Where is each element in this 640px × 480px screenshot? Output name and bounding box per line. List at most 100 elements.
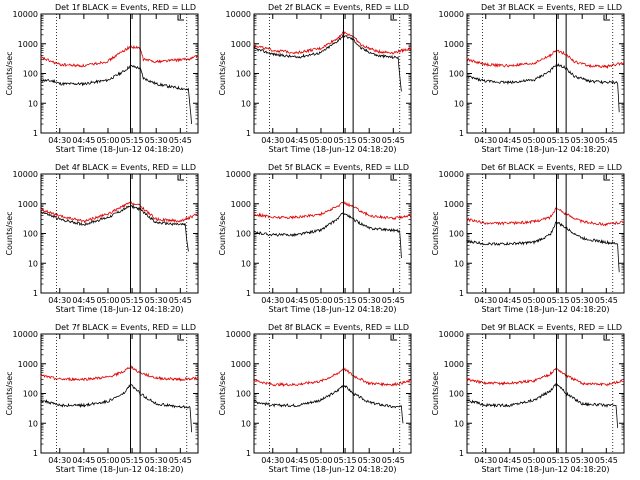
x-tick-label: 04:45 [285,136,308,145]
y-tick-label: 1000 [231,200,251,209]
y-tick-label: 10000 [13,330,38,339]
x-tick-label: 05:30 [358,456,381,465]
x-tick-label: 05:15 [334,136,357,145]
y-tick-label: 1000 [18,200,38,209]
x-tick-label: 04:30 [48,456,71,465]
x-tick-label: 05:30 [358,296,381,305]
corner-bracket [390,175,397,181]
y-tick-label: 1000 [18,360,38,369]
x-tick-label: 05:00 [522,296,545,305]
y-axis-label: Counts/sec [5,371,14,415]
y-tick-label: 10000 [439,10,464,19]
y-axis-label: Counts/sec [5,211,14,255]
x-axis-label: Start Time (18-Jun-12 04:18:20) [269,465,397,474]
y-tick-label: 1 [33,449,38,458]
corner-bracket [603,175,610,181]
chart-panel: Det 2f BLACK = Events, RED = LLD 1 10 100 10… [218,3,412,154]
corner-bracket [177,175,184,181]
x-tick-label: 04:30 [261,296,284,305]
x-tick-label: 04:30 [474,296,497,305]
x-tick-label: 05:00 [309,296,332,305]
x-tick-label: 04:45 [72,136,95,145]
y-tick-label: 100 [236,230,251,239]
y-tick-label: 10 [241,99,251,108]
corner-bracket [603,15,610,21]
x-tick-label: 04:45 [72,456,95,465]
chart-title: Det 3f BLACK = Events, RED = LLD [481,3,622,12]
lld-series-line [40,200,199,224]
y-tick-label: 1000 [18,40,38,49]
chart-title: Det 8f BLACK = Events, RED = LLD [268,323,409,332]
chart-title: Det 7f BLACK = Events, RED = LLD [55,323,196,332]
events-series-line [466,383,618,428]
events-series-line [40,204,189,252]
y-tick-label: 10000 [226,10,251,19]
lld-series-line [253,201,412,221]
x-tick-label: 05:30 [358,136,381,145]
chart-panel: Det 4f BLACK = Events, RED = LLD 1 10 100 10… [5,163,199,314]
chart-panel: Det 9f BLACK = Events, RED = LLD 1 10 100 10… [431,323,625,474]
y-axis-label: Counts/sec [218,51,227,95]
x-tick-label: 04:45 [498,136,521,145]
y-axis-label: Counts/sec [431,211,440,255]
x-tick-label: 05:45 [169,456,192,465]
x-tick-label: 05:00 [309,456,332,465]
y-tick-label: 100 [236,390,251,399]
events-series-line [40,384,192,433]
y-tick-label: 100 [449,230,464,239]
plot-frame [253,173,412,294]
x-axis-label: Start Time (18-Jun-12 04:18:20) [56,145,184,154]
y-tick-label: 100 [23,70,38,79]
events-series-line [253,212,402,259]
y-tick-label: 10 [28,99,38,108]
x-tick-label: 05:00 [309,136,332,145]
plot-frame [40,173,199,294]
plot-frame [253,13,412,134]
chart-panel: Det 7f BLACK = Events, RED = LLD 1 10 100 10… [5,323,199,474]
x-tick-label: 04:30 [474,136,497,145]
corner-bracket [390,15,397,21]
y-tick-label: 10000 [439,330,464,339]
y-tick-label: 10000 [226,330,251,339]
y-tick-label: 1 [246,129,251,138]
x-tick-label: 04:30 [261,136,284,145]
chart-title: Det 5f BLACK = Events, RED = LLD [268,163,409,172]
x-tick-label: 05:15 [121,136,144,145]
lld-series-line [466,48,625,69]
y-tick-label: 10 [28,419,38,428]
chart-title: Det 9f BLACK = Events, RED = LLD [481,323,622,332]
y-tick-label: 100 [449,390,464,399]
x-tick-label: 05:45 [595,456,618,465]
lld-series-line [466,367,625,387]
chart-panel: Det 5f BLACK = Events, RED = LLD 1 10 100 10… [218,163,412,314]
chart-panel: Det 3f BLACK = Events, RED = LLD 1 10 100 10… [431,3,625,154]
y-axis-label: Counts/sec [218,211,227,255]
lld-series-line [40,44,199,68]
x-axis-label: Start Time (18-Jun-12 04:18:20) [56,465,184,474]
events-series-line [253,384,404,424]
chart-title: Det 1f BLACK = Events, RED = LLD [55,3,196,12]
y-tick-label: 100 [449,70,464,79]
x-tick-label: 04:45 [285,456,308,465]
corner-bracket [603,335,610,341]
y-tick-label: 100 [236,70,251,79]
corner-bracket [177,335,184,341]
y-tick-label: 1 [33,129,38,138]
x-tick-label: 05:15 [547,136,570,145]
y-tick-label: 10 [454,259,464,268]
x-tick-label: 05:15 [121,456,144,465]
x-tick-label: 05:45 [382,296,405,305]
lld-series-line [253,367,412,387]
x-tick-label: 05:15 [547,456,570,465]
x-axis-label: Start Time (18-Jun-12 04:18:20) [482,465,610,474]
y-tick-label: 10000 [13,10,38,19]
x-tick-label: 05:30 [145,136,168,145]
plot-frame [253,333,412,454]
x-tick-label: 05:30 [571,136,594,145]
y-tick-label: 10000 [439,170,464,179]
chart-title: Det 4f BLACK = Events, RED = LLD [55,163,196,172]
y-tick-label: 1 [246,449,251,458]
y-tick-label: 1 [459,289,464,298]
x-tick-label: 05:45 [382,136,405,145]
y-tick-label: 10 [454,419,464,428]
